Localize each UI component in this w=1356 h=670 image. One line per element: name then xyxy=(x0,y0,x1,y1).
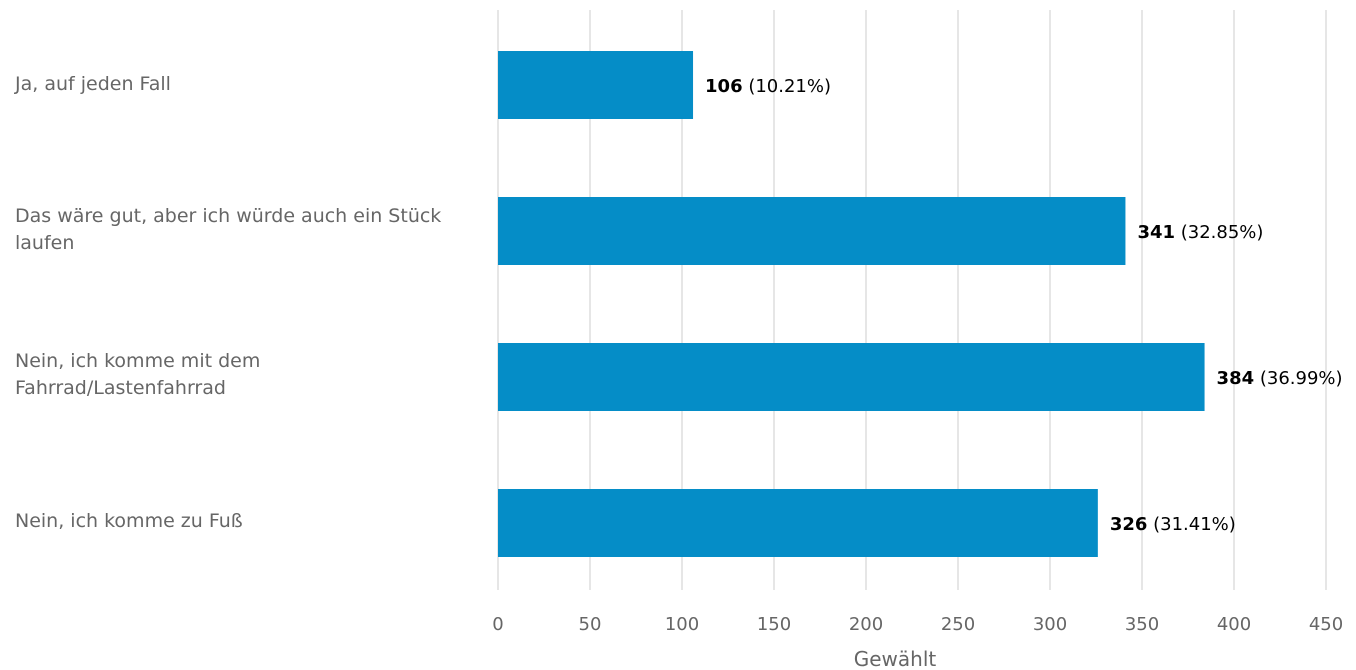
x-tick-label-300: 300 xyxy=(1033,614,1067,635)
value-label-1: 106 (10.21%) xyxy=(705,76,831,97)
x-tick-label-200: 200 xyxy=(849,614,883,635)
category-label-4: Nein, ich komme zu Fuß xyxy=(15,510,243,532)
bar-2 xyxy=(498,197,1126,265)
x-tick-label-250: 250 xyxy=(941,614,975,635)
value-percent-3: (36.99%) xyxy=(1254,368,1342,389)
x-tick-label-0: 0 xyxy=(492,614,503,635)
category-label-2: Das wäre gut, aber ich würde auch ein St… xyxy=(15,205,442,254)
x-tick-label-350: 350 xyxy=(1125,614,1159,635)
value-percent-2: (32.85%) xyxy=(1175,222,1263,243)
x-tick-label-100: 100 xyxy=(665,614,699,635)
value-labels: 106 (10.21%) 341 (32.85%) 384 (36.99%) 326 … xyxy=(705,76,1343,535)
value-label-3: 384 (36.99%) xyxy=(1217,368,1343,389)
value-count-3: 384 xyxy=(1217,368,1255,389)
value-percent-4: (31.41%) xyxy=(1147,514,1235,535)
value-label-4: 326 (31.41%) xyxy=(1110,514,1236,535)
bar-1 xyxy=(498,51,694,119)
value-label-2: 341 (32.85%) xyxy=(1137,222,1263,243)
x-axis-title: Gewählt xyxy=(854,647,937,670)
x-tick-label-400: 400 xyxy=(1217,614,1251,635)
x-tick-label-150: 150 xyxy=(757,614,791,635)
x-tick-labels: 0 50 100 150 200 250 300 350 400 450 xyxy=(492,614,1343,635)
bars xyxy=(498,51,1205,557)
category-label-1: Ja, auf jeden Fall xyxy=(15,73,171,95)
x-tick-label-450: 450 xyxy=(1309,614,1343,635)
bar-3 xyxy=(498,343,1205,411)
bar-4 xyxy=(498,489,1098,557)
value-percent-1: (10.21%) xyxy=(743,76,831,97)
value-count-2: 341 xyxy=(1137,222,1175,243)
value-count-4: 326 xyxy=(1110,514,1148,535)
category-label-3: Nein, ich komme mit dem Fahrrad/Lastenfa… xyxy=(15,350,261,399)
value-count-1: 106 xyxy=(705,76,743,97)
x-tick-label-50: 50 xyxy=(579,614,602,635)
